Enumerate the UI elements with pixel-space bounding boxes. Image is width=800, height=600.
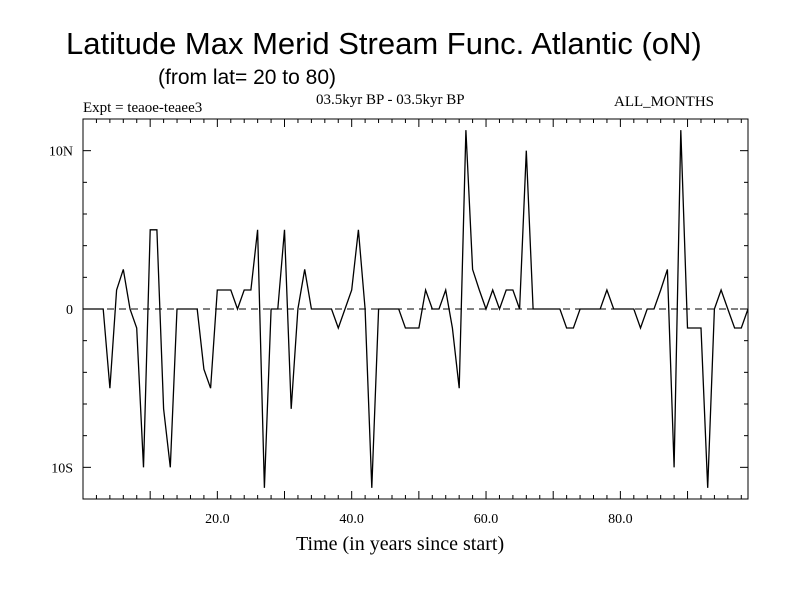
series-line [83,130,749,488]
x-tick-label: 40.0 [339,512,364,527]
y-tick-label: 0 [66,303,73,318]
chart-subtitle: (from lat= 20 to 80) [158,66,336,89]
x-tick-label: 60.0 [474,512,499,527]
y-tick-label: 10S [51,461,73,476]
plot-frame [82,118,749,500]
x-tick-label: 20.0 [205,512,230,527]
months-label: ALL_MONTHS [614,94,714,110]
x-tick-label: 80.0 [608,512,633,527]
y-tick-label: 10N [49,145,73,160]
experiment-label: Expt = teaoe-teaee3 [83,100,203,116]
x-axis-label: Time (in years since start) [296,533,505,555]
chart-title: Latitude Max Merid Stream Func. Atlantic… [66,26,702,61]
period-label: 03.5kyr BP - 03.5kyr BP [316,92,465,108]
